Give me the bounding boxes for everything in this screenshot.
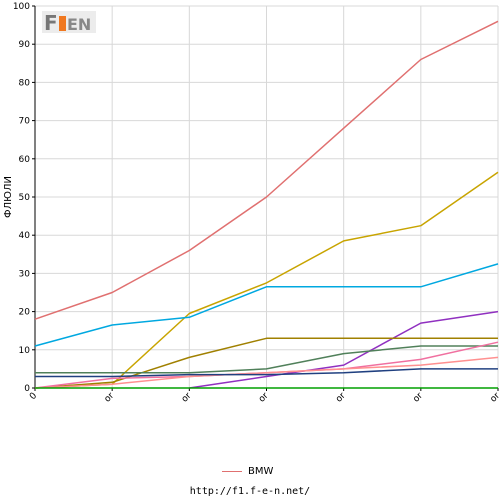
svg-text:F: F <box>44 11 58 35</box>
x-tick-label: or <box>257 391 271 405</box>
y-tick-label: 80 <box>19 78 31 88</box>
x-tick-label: 0 <box>28 391 39 402</box>
y-tick-label: 90 <box>19 40 31 50</box>
series-line-6 <box>35 345 498 374</box>
x-tick-labels: 0 or or or or or or <box>28 391 500 405</box>
series-line-5 <box>34 337 498 389</box>
series-lines <box>34 20 499 389</box>
legend: BMW <box>222 466 273 478</box>
y-axis-label: ФЛЮЛИ <box>3 176 14 218</box>
y-tick-label: 30 <box>19 269 31 279</box>
legend-label: BMW <box>248 466 274 477</box>
y-tick-label: 10 <box>19 346 31 356</box>
y-tick-label: 20 <box>19 308 31 318</box>
legend-swatch <box>222 470 242 472</box>
y-tick-labels: 0 10 20 30 40 50 60 70 80 90 100 <box>13 2 30 394</box>
y-tick-label: 0 <box>24 384 30 394</box>
x-tick-label: or <box>411 391 425 405</box>
y-tick-label: 50 <box>19 193 31 203</box>
x-tick-label: or <box>180 391 194 405</box>
y-tick-label: 40 <box>19 231 31 241</box>
series-line-8 <box>34 356 499 389</box>
series-line-4 <box>189 310 499 389</box>
y-tick-label: 100 <box>13 2 30 12</box>
source-url[interactable]: http://f1.f-e-n.net/ <box>189 486 311 497</box>
logo: F EN <box>40 8 98 36</box>
x-tick-label: or <box>103 391 117 405</box>
x-tick-label: or <box>334 391 348 405</box>
x-tick-label: or <box>489 391 500 405</box>
series-line-1 <box>34 20 499 320</box>
y-tick-label: 60 <box>19 155 31 165</box>
series-line-9 <box>35 368 498 378</box>
series-line-3 <box>34 263 499 347</box>
y-tick-label: 70 <box>19 117 31 127</box>
svg-text:EN: EN <box>67 15 91 34</box>
